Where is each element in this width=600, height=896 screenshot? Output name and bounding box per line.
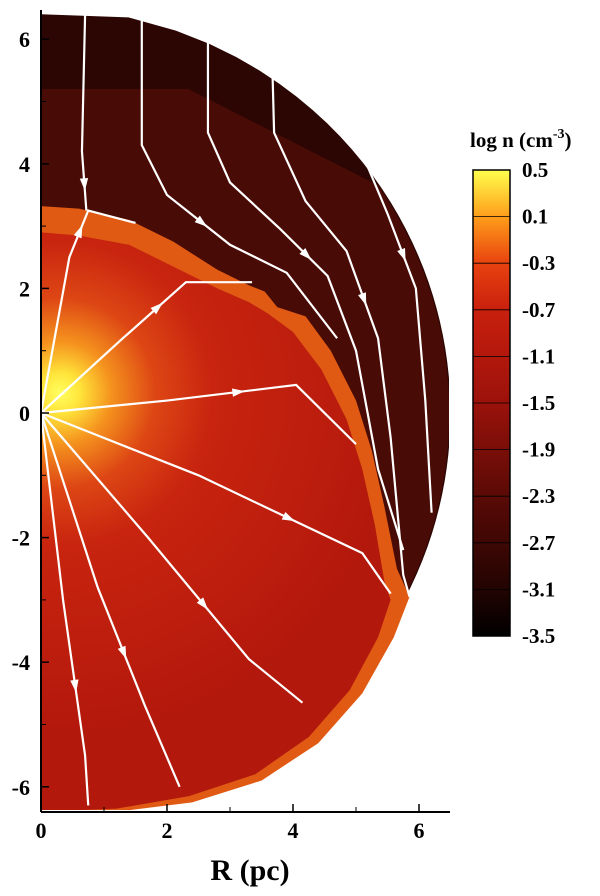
colorbar-level-label: 0.5 (522, 158, 548, 182)
colorbar-level-label: -1.5 (522, 391, 555, 415)
colorbar-level-label: -0.7 (522, 298, 555, 322)
y-tick-label: 4 (19, 152, 30, 177)
streamlines (41, 14, 449, 806)
colorbar-band (473, 263, 510, 311)
inner-streamline-arrow-2 (231, 388, 245, 397)
colorbar-band (473, 309, 510, 357)
y-tick-label: 2 (19, 276, 30, 301)
outer-streamline-5 (395, 14, 449, 363)
outer-streamline-arrow-3 (358, 292, 367, 306)
inner-streamline-arrow-5 (117, 645, 127, 660)
y-tick-label: 6 (19, 27, 30, 52)
colorbar: log n (cm-3) 0.5 0.1 -0.3 -0.7 -1.1 -1.5 -1.9 -… (470, 127, 572, 648)
inner-streamline-6 (41, 412, 90, 806)
colorbar-band (473, 542, 510, 590)
colorbar-level-label: -3.5 (522, 624, 555, 648)
outer-streamline-arrow-0 (79, 177, 89, 191)
inner-streamline-3 (41, 411, 392, 595)
density-field (41, 14, 449, 810)
x-tick-label: 2 (162, 818, 173, 843)
colorbar-level-label: -0.3 (522, 251, 555, 275)
y-tick-label: -2 (12, 526, 30, 551)
colorbar-labels: 0.5 0.1 -0.3 -0.7 -1.1 -1.5 -1.9 -2.3 -2.7 -3.1 -3… (473, 158, 555, 648)
outer-streamline-arrow-2 (299, 247, 312, 260)
colorbar-band (473, 449, 510, 497)
colorbar-band (473, 216, 510, 264)
colorbar-level-label: -3.1 (522, 577, 555, 601)
x-tick-label: 0 (36, 818, 47, 843)
inner-streamline-arrow-4 (196, 597, 209, 610)
x-ticks: 0 2 4 6 (36, 804, 425, 843)
colorbar-band (473, 589, 510, 637)
outer-streamline-arrow-1 (194, 215, 208, 227)
inner-streamline-5 (41, 412, 181, 788)
inner-streamline-2 (41, 383, 357, 445)
colorbar-level-label: -1.9 (522, 438, 555, 462)
inner-streamline-arrow-1 (150, 302, 163, 315)
y-tick-label: 0 (19, 401, 30, 426)
x-tick-label: 6 (414, 818, 425, 843)
colorbar-band (473, 403, 510, 451)
y-ticks: 6 4 2 0 -2 -4 -6 (12, 27, 49, 800)
colorbar-band (473, 496, 510, 544)
colorbar-band (473, 356, 510, 404)
inner-streamline-arrow-6 (70, 679, 79, 693)
y-tick-label: -6 (12, 775, 30, 800)
colorbar-blocks (473, 170, 510, 637)
colorbar-level-label: -2.7 (522, 531, 555, 555)
colorbar-level-label: -2.3 (522, 484, 555, 508)
x-tick-label: 4 (288, 818, 299, 843)
colorbar-band (473, 170, 510, 218)
colorbar-level-label: -1.1 (522, 344, 555, 368)
colorbar-level-label: 0.1 (522, 205, 548, 229)
inner-streamline-arrow-3 (281, 511, 295, 522)
inner-streamline-arrow-0 (73, 225, 83, 239)
y-tick-label: -4 (12, 650, 30, 675)
inner-streamline-4 (41, 412, 304, 704)
x-axis-title: R (pc) (210, 854, 289, 887)
outer-streamline-arrow-4 (397, 248, 406, 262)
outer-streamline-arrow-5 (430, 281, 439, 295)
colorbar-title: log n (cm-3) (470, 127, 572, 152)
axes: 6 4 2 0 -2 -4 -6 0 2 4 6 (12, 10, 450, 843)
